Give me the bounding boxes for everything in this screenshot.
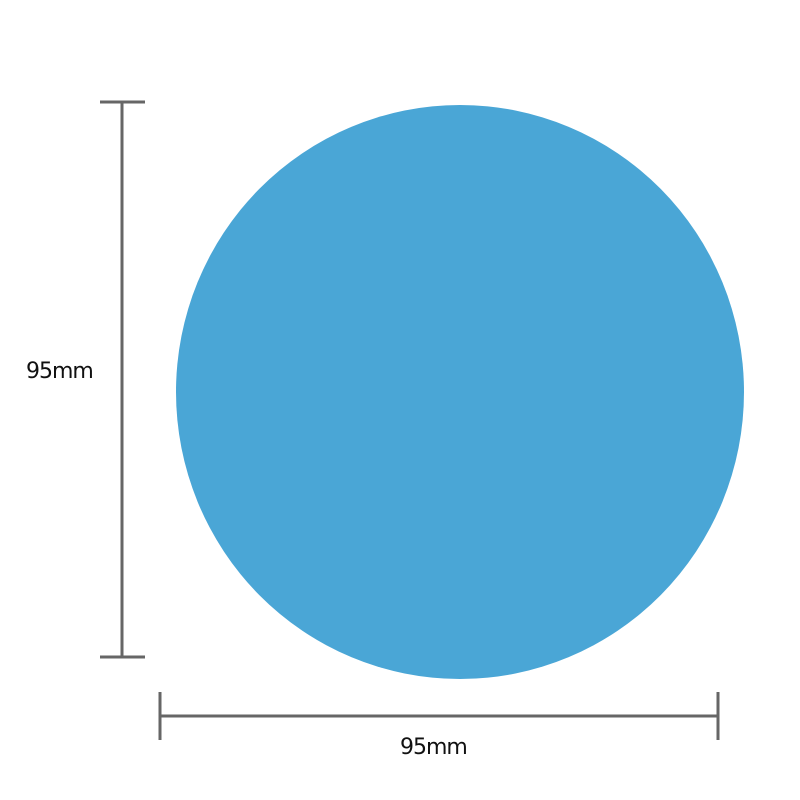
blue-circle bbox=[176, 105, 744, 679]
height-label: 95mm bbox=[26, 359, 94, 384]
height-dimension-line bbox=[100, 100, 145, 659]
width-dimension-line bbox=[158, 692, 720, 740]
width-label: 95mm bbox=[400, 735, 468, 760]
